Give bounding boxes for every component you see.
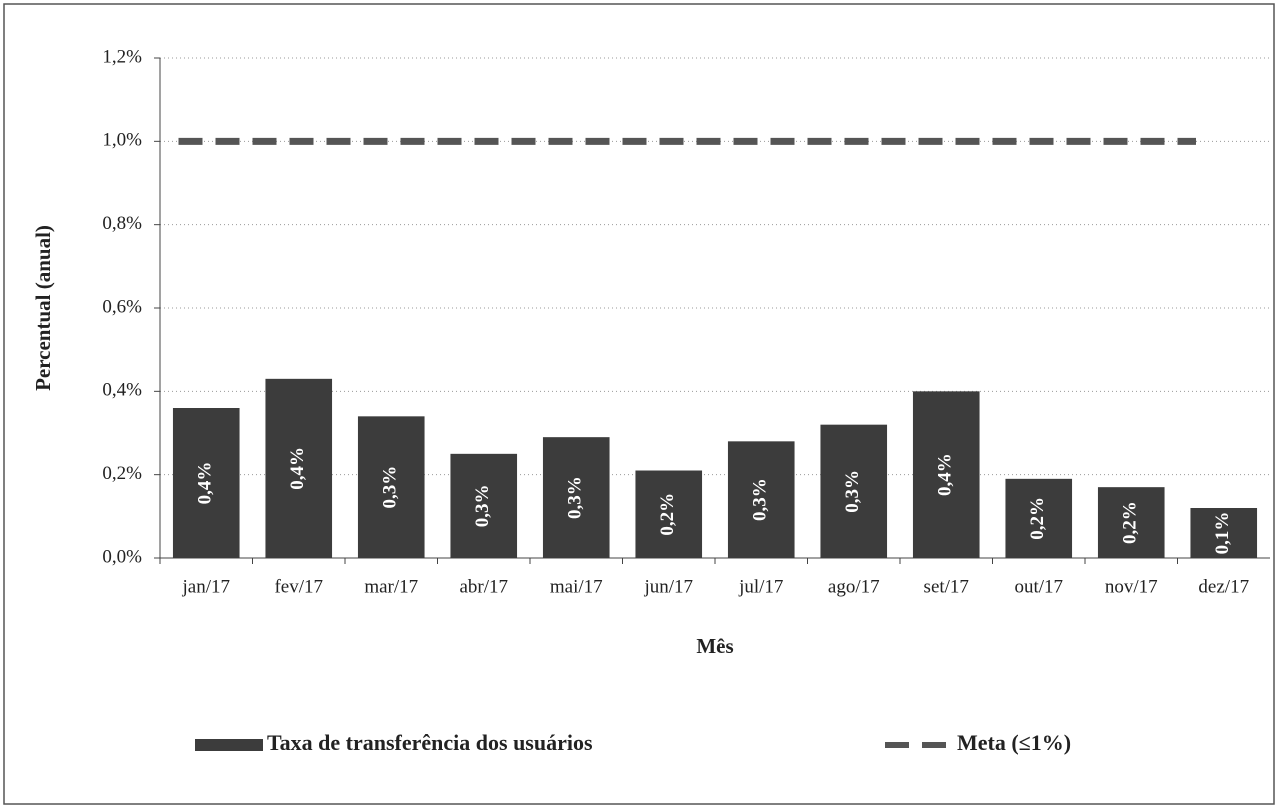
y-tick-label: 0,6% (102, 296, 142, 317)
bar (1097, 487, 1165, 558)
y-tick-label: 0,8% (102, 213, 142, 234)
value-label: 0,4% (195, 462, 216, 505)
x-tick-label: out/17 (1014, 576, 1063, 597)
y-tick-label: 0,4% (102, 380, 142, 401)
y-axis-title: Percentual (anual) (31, 225, 55, 391)
legend-swatch (195, 739, 263, 751)
value-label: 0,3% (565, 476, 586, 519)
x-tick-label: abr/17 (459, 576, 508, 597)
x-tick-label: dez/17 (1198, 576, 1249, 597)
value-label: 0,2% (657, 493, 678, 536)
bar (542, 437, 610, 558)
value-label: 0,4% (935, 453, 956, 496)
x-tick-label: jan/17 (182, 576, 231, 597)
x-tick-label: ago/17 (828, 576, 880, 597)
bar (912, 391, 980, 558)
bar (820, 424, 888, 558)
legend-label: Meta (≤1%) (957, 730, 1071, 755)
chart-border (3, 3, 1275, 805)
x-tick-label: set/17 (924, 576, 969, 597)
y-tick-label: 0,2% (102, 463, 142, 484)
value-label: 0,3% (750, 478, 771, 521)
bar (727, 441, 795, 558)
x-tick-label: jun/17 (643, 576, 693, 597)
bar (265, 378, 333, 558)
x-tick-label: nov/17 (1105, 576, 1158, 597)
bar (450, 453, 518, 558)
y-tick-label: 0,0% (102, 546, 142, 567)
value-label: 0,3% (472, 485, 493, 528)
bar (1005, 478, 1073, 558)
x-tick-label: fev/17 (274, 576, 323, 597)
bar (357, 416, 425, 558)
y-tick-label: 1,2% (102, 46, 142, 67)
x-tick-label: mai/17 (550, 576, 603, 597)
y-tick-label: 1,0% (102, 130, 142, 151)
bar (172, 408, 240, 558)
value-label: 0,2% (1027, 497, 1048, 540)
bar (635, 470, 703, 558)
value-label: 0,2% (1120, 501, 1141, 544)
legend-label: Taxa de transferência dos usuários (267, 730, 593, 755)
x-tick-label: mar/17 (364, 576, 418, 597)
value-label: 0,4% (287, 447, 308, 490)
value-label: 0,3% (842, 470, 863, 513)
x-axis-title: Mês (696, 634, 733, 658)
value-label: 0,1% (1212, 512, 1233, 555)
x-tick-label: jul/17 (738, 576, 783, 597)
bar (1190, 508, 1258, 558)
value-label: 0,3% (380, 466, 401, 509)
